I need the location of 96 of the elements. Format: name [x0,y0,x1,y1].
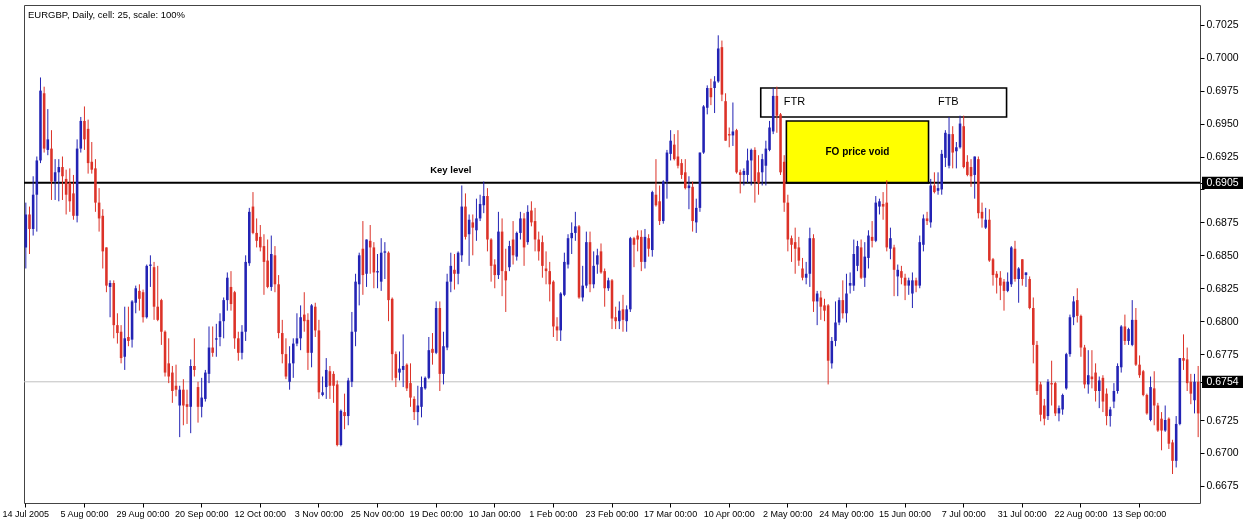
candlestick [801,257,804,281]
x-tick-label: 15 Jun 00:00 [879,508,932,519]
candlestick [237,331,240,362]
candlestick [420,376,423,418]
y-tick-label: 0.6700 [1206,446,1239,459]
candlestick [951,125,954,169]
candlestick [288,345,291,391]
candlestick [984,207,987,230]
y-tick-label: 0.7000 [1206,51,1239,64]
candlestick [515,231,519,262]
y-tick-label: 0.6825 [1206,281,1239,294]
candlestick [182,378,185,426]
candlestick [911,271,914,309]
candlestick [383,241,387,280]
candlestick [475,198,478,242]
candlestick [321,376,324,397]
y-tick-label: 0.6800 [1206,314,1239,327]
candlestick [1097,376,1101,409]
candlestick [193,337,196,378]
x-tick-label: 10 Apr 00:00 [703,508,755,519]
y-tick-label: 0.6905 [1206,176,1239,189]
candlestick [973,156,976,200]
x-tick-label: 22 Aug 00:00 [1054,508,1108,519]
band-label: FO price void [825,145,890,157]
candlestick [713,75,716,114]
x-tick-label: 29 Aug 00:00 [116,508,170,519]
annotation: FTB [937,95,959,108]
candlestick [1017,266,1020,304]
y-tick-label: 0.6850 [1206,248,1239,261]
y-tick-label: 0.6875 [1206,215,1239,228]
x-tick-label: 3 Nov 00:00 [294,508,344,519]
candlestick [592,250,595,289]
candlestick [324,357,328,400]
chart-title: EURGBP, Daily, cell: 25, scale: 100% [28,9,186,20]
candlestick [398,350,401,381]
candlestick [1021,258,1024,287]
x-tick-label: 24 May 00:00 [819,508,874,519]
x-tick-label: 17 Mar 00:00 [644,508,698,519]
y-tick-label: 0.6675 [1206,479,1239,492]
candlestick [226,271,229,312]
candlestick [1193,373,1196,414]
candlestick [376,253,379,289]
y-tick-label: 0.6950 [1206,117,1239,130]
candlestick [431,332,434,366]
candlestick [453,253,456,291]
annotation: FTR [783,95,806,108]
x-tick-label: 5 Aug 00:00 [60,508,109,519]
candlestick [1086,349,1090,395]
candlestick [1108,406,1112,428]
x-tick-label: 7 Jul 00:00 [941,508,986,519]
candlestick [211,325,214,358]
candlestick [694,198,698,234]
candlestick [889,227,892,260]
candlestick [299,304,302,351]
candlestick [127,306,130,347]
x-tick-label: 14 Jul 2005 [2,508,50,519]
candlestick [746,148,749,184]
candlestick [647,233,650,258]
y-tick-label: 0.7025 [1206,18,1239,31]
candlestick [683,158,687,190]
x-tick-label: 20 Sep 00:00 [174,508,229,519]
candlestick [508,240,511,272]
y-tick-label: 0.6775 [1206,347,1239,360]
candlestick [123,306,127,371]
candlestick [409,362,412,408]
candlestick [519,211,522,241]
y-tick-label: 0.6925 [1206,150,1239,163]
x-tick-label: 25 Nov 00:00 [350,508,405,519]
candlestick [834,300,837,347]
ref-line-label: Key level [430,163,472,175]
x-tick-label: 1 Feb 00:00 [529,508,578,519]
candlestick [574,211,577,242]
x-tick-label: 13 Sep 00:00 [1112,508,1167,519]
candlestick [625,304,628,333]
x-tick-label: 31 Jul 00:00 [997,508,1047,519]
candlestick [581,265,584,302]
candlestick [618,300,621,330]
x-tick-label: 19 Dec 00:00 [409,508,463,519]
y-tick-label: 0.6975 [1206,84,1239,97]
y-tick-label: 0.6754 [1206,375,1239,388]
x-tick-label: 2 May 00:00 [763,508,813,519]
candlestick [72,174,75,221]
candlestick [343,393,346,430]
candlestick [845,273,848,324]
candlestick [738,169,742,194]
candlestick [28,206,31,255]
x-tick-label: 12 Oct 00:00 [234,508,287,519]
candlestick [178,385,181,438]
y-tick-label: 0.6725 [1206,413,1239,426]
candlestick [933,171,936,194]
x-tick-label: 23 Feb 00:00 [585,508,639,519]
x-tick-label: 10 Jan 00:00 [468,508,521,519]
candlestick [149,254,152,288]
candlestick [200,377,203,418]
candlestick [596,248,599,275]
candlestick [171,365,174,404]
